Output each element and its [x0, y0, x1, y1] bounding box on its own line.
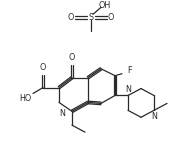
- Text: N: N: [59, 109, 65, 118]
- Text: N: N: [125, 85, 131, 94]
- Text: N: N: [151, 112, 157, 121]
- Text: S: S: [88, 13, 94, 22]
- Text: F: F: [127, 66, 131, 75]
- Text: O: O: [108, 13, 114, 22]
- Text: HO: HO: [19, 94, 31, 103]
- Text: O: O: [40, 63, 46, 72]
- Text: O: O: [68, 13, 74, 22]
- Text: O: O: [69, 53, 75, 62]
- Text: OH: OH: [99, 1, 111, 10]
